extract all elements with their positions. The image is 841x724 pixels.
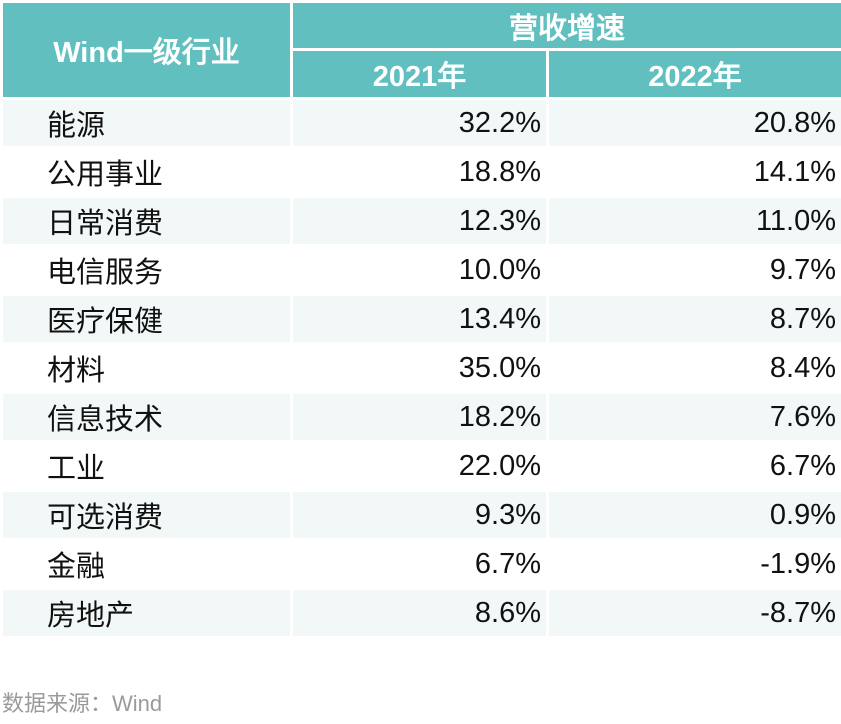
growth-2021-cell: 18.2% xyxy=(290,391,549,443)
header-industry: Wind一级行业 xyxy=(0,0,293,100)
table-row: 房地产 8.6% -8.7% xyxy=(0,587,841,639)
industry-cell: 金融 xyxy=(0,538,293,590)
growth-2021-cell: 10.0% xyxy=(290,244,549,296)
header-group: 营收增速 xyxy=(289,0,841,51)
revenue-growth-table: Wind一级行业 营收增速 2021年 2022年 能源 32.2% 20.8% 公… xyxy=(0,0,841,639)
growth-2021-cell: 35.0% xyxy=(290,342,549,394)
industry-cell: 信息技术 xyxy=(0,391,293,443)
industry-cell: 能源 xyxy=(0,97,293,149)
growth-2021-cell: 22.0% xyxy=(290,440,549,492)
table-row: 医疗保健 13.4% 8.7% xyxy=(0,293,841,345)
growth-2022-cell: 20.8% xyxy=(545,97,841,149)
industry-cell: 房地产 xyxy=(0,587,293,639)
table-row: 材料 35.0% 8.4% xyxy=(0,342,841,394)
growth-2022-cell: 14.1% xyxy=(545,146,841,198)
industry-cell: 电信服务 xyxy=(0,244,293,296)
table-row: 能源 32.2% 20.8% xyxy=(0,97,841,149)
growth-2022-cell: 0.9% xyxy=(545,489,841,541)
growth-2021-cell: 12.3% xyxy=(290,195,549,247)
table-row: 金融 6.7% -1.9% xyxy=(0,538,841,590)
table-row: 可选消费 9.3% 0.9% xyxy=(0,489,841,541)
table-row: 工业 22.0% 6.7% xyxy=(0,440,841,492)
growth-2021-cell: 8.6% xyxy=(290,587,549,639)
table-row: 信息技术 18.2% 7.6% xyxy=(0,391,841,443)
growth-2022-cell: 7.6% xyxy=(545,391,841,443)
growth-2022-cell: -8.7% xyxy=(545,587,841,639)
header-year-2022: 2022年 xyxy=(545,48,841,100)
growth-2021-cell: 32.2% xyxy=(290,97,549,149)
growth-2022-cell: 8.7% xyxy=(545,293,841,345)
growth-2022-cell: 11.0% xyxy=(545,195,841,247)
growth-2021-cell: 18.8% xyxy=(290,146,549,198)
growth-2021-cell: 13.4% xyxy=(290,293,549,345)
industry-cell: 可选消费 xyxy=(0,489,293,541)
data-source-note: 数据来源：Wind xyxy=(2,691,163,716)
industry-cell: 日常消费 xyxy=(0,195,293,247)
growth-2022-cell: 8.4% xyxy=(545,342,841,394)
growth-2021-cell: 6.7% xyxy=(290,538,549,590)
table-row: 日常消费 12.3% 11.0% xyxy=(0,195,841,247)
industry-cell: 工业 xyxy=(0,440,293,492)
industry-cell: 医疗保健 xyxy=(0,293,293,345)
growth-2021-cell: 9.3% xyxy=(290,489,549,541)
growth-2022-cell: 6.7% xyxy=(545,440,841,492)
growth-2022-cell: 9.7% xyxy=(545,244,841,296)
header-year-2021: 2021年 xyxy=(290,48,549,100)
industry-cell: 材料 xyxy=(0,342,293,394)
industry-cell: 公用事业 xyxy=(0,146,293,198)
table-row: 公用事业 18.8% 14.1% xyxy=(0,146,841,198)
table-row: 电信服务 10.0% 9.7% xyxy=(0,244,841,296)
growth-2022-cell: -1.9% xyxy=(545,538,841,590)
